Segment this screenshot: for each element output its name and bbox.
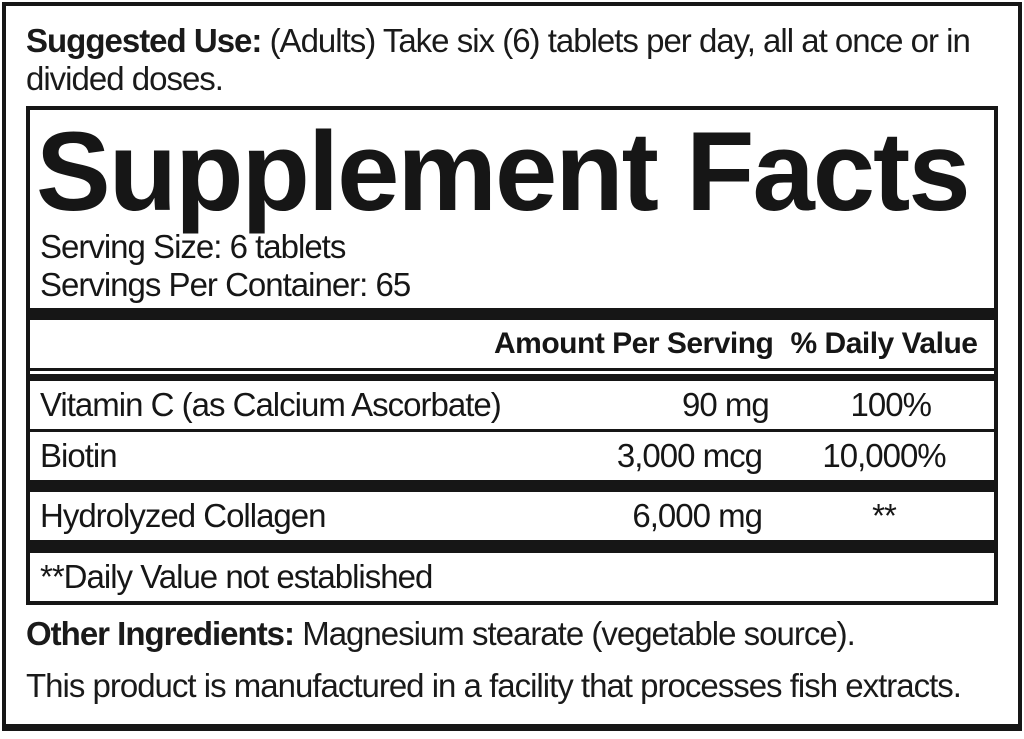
footnote-divider-thick bbox=[30, 540, 994, 553]
table-row-vitamin-c: Vitamin C (as Calcium Ascorbate) 90 mg 1… bbox=[30, 381, 994, 429]
nutrient-name: Hydrolyzed Collagen bbox=[40, 497, 327, 534]
nutrient-amount: 3,000 mcg bbox=[616, 437, 763, 474]
other-ingredients-label: Other Ingredients: bbox=[26, 615, 295, 652]
other-ingredients-text: Magnesium stearate (vegetable source). bbox=[302, 615, 856, 652]
suggested-use: Suggested Use: (Adults) Take six (6) tab… bbox=[26, 22, 998, 98]
nutrient-amount: 90 mg bbox=[682, 386, 770, 423]
suggested-use-label: Suggested Use: bbox=[26, 22, 262, 59]
serving-size: Serving Size: 6 tablets bbox=[40, 228, 346, 265]
supplement-facts-panel: Supplement Facts Serving Size: 6 tablets… bbox=[26, 106, 998, 605]
nutrient-dv: 100% bbox=[850, 386, 932, 423]
row-divider-thick bbox=[30, 480, 994, 492]
header-rule-gap bbox=[30, 371, 994, 374]
nutrient-amount: 6,000 mg bbox=[632, 497, 763, 534]
row-divider-thin bbox=[30, 429, 994, 432]
thick-divider-top bbox=[30, 308, 994, 320]
nutrient-name: Vitamin C (as Calcium Ascorbate) bbox=[40, 386, 502, 423]
table-row-hydrolyzed-collagen: Hydrolyzed Collagen 6,000 mg ** bbox=[30, 492, 994, 540]
daily-value-footnote: **Daily Value not established bbox=[40, 558, 433, 595]
amount-per-serving-header: Amount Per Serving bbox=[494, 327, 774, 360]
nutrient-dv: ** bbox=[872, 497, 897, 534]
nutrient-name: Biotin bbox=[40, 437, 118, 474]
serving-info: Serving Size: 6 tablets Servings Per Con… bbox=[30, 228, 994, 304]
nutrient-dv: 10,000% bbox=[822, 437, 946, 474]
facts-header-row: Amount Per Serving % Daily Value bbox=[30, 320, 994, 368]
header-rule-thin bbox=[30, 368, 994, 371]
suggested-use-line1: (Adults) Take six (6) tablets per day, a… bbox=[269, 22, 971, 59]
header-rule-bar bbox=[30, 374, 994, 381]
daily-value-header: % Daily Value bbox=[790, 327, 978, 360]
allergen-notice: This product is manufactured in a facili… bbox=[26, 667, 962, 704]
other-ingredients: Other Ingredients: Magnesium stearate (v… bbox=[26, 615, 998, 653]
panel-title: Supplement Facts bbox=[36, 109, 971, 234]
table-row-biotin: Biotin 3,000 mcg 10,000% bbox=[30, 432, 994, 480]
suggested-use-line2: divided doses. bbox=[26, 60, 224, 97]
servings-per-container: Servings Per Container: 65 bbox=[40, 266, 411, 303]
